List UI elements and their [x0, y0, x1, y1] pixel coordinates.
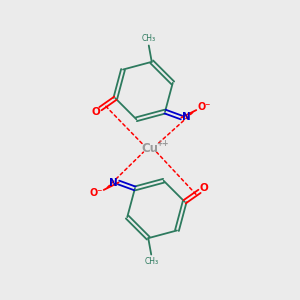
Text: CH₃: CH₃	[142, 34, 156, 43]
Text: O⁻: O⁻	[90, 188, 103, 198]
Text: CH₃: CH₃	[144, 257, 158, 266]
Text: N: N	[110, 178, 118, 188]
Text: Cu: Cu	[142, 142, 158, 155]
Text: O⁻: O⁻	[197, 102, 210, 112]
Text: N: N	[182, 112, 190, 122]
Text: O: O	[92, 107, 100, 117]
Text: ++: ++	[156, 139, 169, 148]
Text: O: O	[200, 183, 208, 193]
